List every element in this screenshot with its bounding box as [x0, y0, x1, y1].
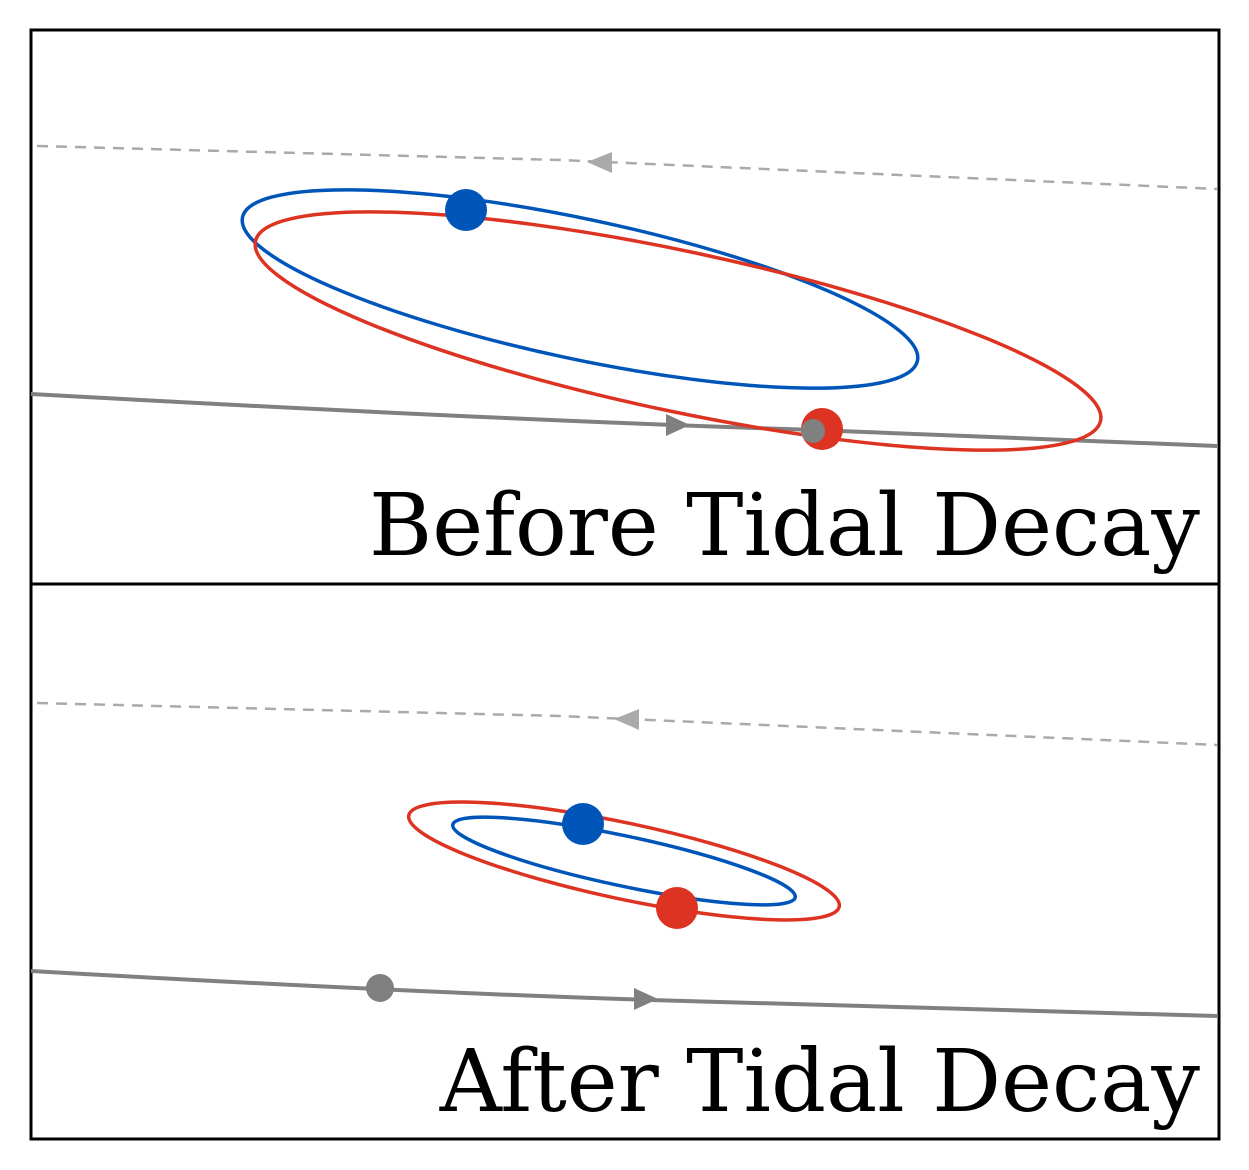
blue-body-before: [445, 189, 487, 231]
dashed-outer-orbit-before: [36, 144, 1218, 191]
panel-after-frame: [29, 582, 1221, 1141]
solid-outer-orbit-before: [30, 392, 1218, 448]
grey-body-before: [801, 419, 825, 443]
red-orbit-after: [406, 800, 842, 922]
blue-orbit-before: [240, 188, 920, 390]
solid-orbit-arrow-right-after: [634, 988, 658, 1010]
red-body-after: [656, 887, 698, 929]
red-orbit-before: [253, 210, 1103, 452]
dashed-orbit-arrow-left-before: [587, 152, 612, 173]
panel-title-after: After Tidal Decay: [439, 1032, 1201, 1132]
blue-body-after: [562, 803, 604, 845]
solid-outer-orbit-after: [30, 969, 1218, 1018]
panel-after: After Tidal Decay: [29, 582, 1221, 1141]
blue-orbit-after: [450, 815, 798, 907]
dashed-orbit-arrow-left-after: [614, 709, 639, 730]
solid-orbit-arrow-right-before: [666, 414, 690, 436]
grey-body-after: [366, 974, 394, 1002]
dashed-outer-orbit-after: [36, 701, 1218, 747]
panel-title-before: Before Tidal Decay: [369, 476, 1200, 576]
panel-before: Before Tidal Decay: [29, 28, 1221, 586]
